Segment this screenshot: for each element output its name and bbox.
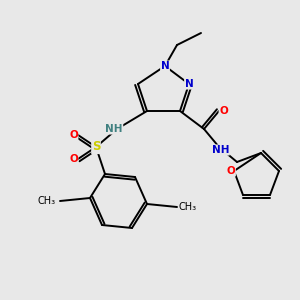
Text: O: O [69,130,78,140]
Text: N: N [160,61,169,71]
Text: CH₃: CH₃ [38,196,56,206]
Text: O: O [69,154,78,164]
Text: O: O [226,166,236,176]
Text: NH: NH [212,145,229,155]
Text: N: N [184,79,194,89]
Text: O: O [219,106,228,116]
Text: CH₃: CH₃ [178,202,196,212]
Text: NH: NH [105,124,123,134]
Text: S: S [92,140,100,154]
